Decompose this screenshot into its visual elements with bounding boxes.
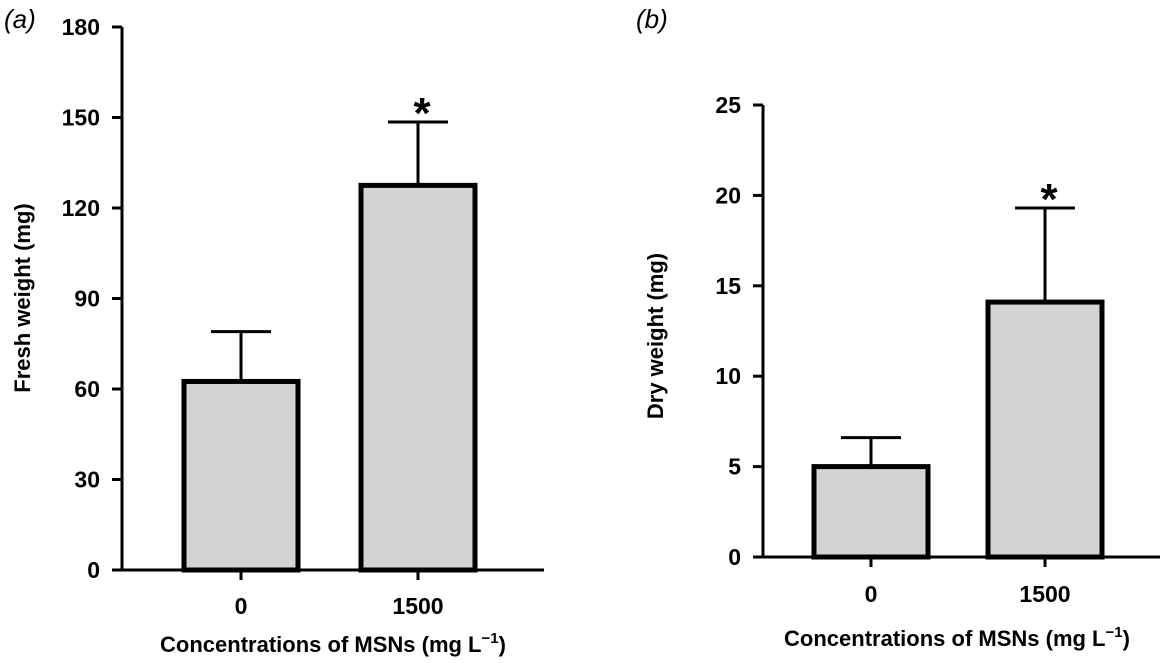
y-tick-label: 5 (728, 454, 741, 480)
panel-a-x-axis-title: Concentrations of MSNs (mg L−1) (160, 630, 506, 657)
panel-b-x-axis-title: Concentrations of MSNs (mg L−1) (784, 624, 1130, 651)
panel-a-bars: * (181, 89, 478, 573)
bar-0 (181, 378, 301, 573)
panel-b-bars: * (811, 175, 1105, 560)
y-tick-label: 180 (62, 14, 100, 40)
y-tick-label: 0 (728, 544, 741, 570)
x-tick-label: 1500 (1019, 581, 1070, 607)
y-tick-label: 15 (715, 273, 741, 299)
y-tick-label: 30 (74, 467, 100, 493)
x-tick-label: 1500 (392, 593, 443, 619)
y-tick-label: 150 (62, 105, 100, 131)
panel-b-label: (b) (636, 4, 668, 34)
y-tick-label: 120 (62, 195, 100, 221)
y-tick-label: 90 (74, 286, 100, 312)
panel-a: (a) 0 30 60 90 120 150 180 * 0 1500 Concentrati… (4, 4, 544, 657)
bar-1500 (358, 182, 478, 573)
significance-marker: * (413, 89, 431, 138)
y-tick-label: 60 (74, 376, 100, 402)
bar-1500 (985, 299, 1105, 560)
y-tick-label: 0 (87, 557, 100, 583)
y-tick-label: 10 (715, 363, 741, 389)
x-tick-label: 0 (235, 593, 248, 619)
panel-a-x-ticks: 0 1500 (235, 570, 444, 619)
panel-a-label: (a) (4, 4, 36, 34)
panel-a-y-axis-title: Fresh weight (mg) (10, 203, 35, 392)
y-tick-label: 25 (715, 92, 741, 118)
significance-marker: * (1040, 175, 1058, 224)
panel-b-y-ticks: 0 5 10 15 20 25 (715, 92, 763, 570)
panel-b-y-axis-title: Dry weight (mg) (643, 253, 668, 419)
panel-a-y-ticks: 0 30 60 90 120 150 180 (62, 14, 122, 583)
bar-0 (811, 464, 931, 560)
panel-b: (b) 0 5 10 15 20 25 * 0 1500 Concentrations of… (636, 4, 1160, 651)
y-tick-label: 20 (715, 182, 741, 208)
panel-b-x-ticks: 0 1500 (865, 557, 1071, 607)
x-tick-label: 0 (865, 581, 878, 607)
